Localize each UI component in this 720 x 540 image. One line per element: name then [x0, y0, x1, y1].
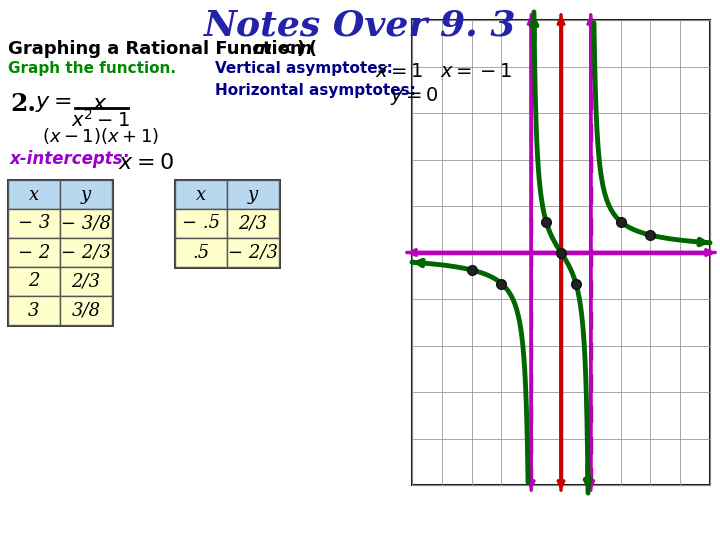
- Text: x: x: [29, 186, 39, 204]
- Text: − .5: − .5: [182, 214, 220, 233]
- Text: 2: 2: [28, 273, 40, 291]
- Text: 2/3: 2/3: [71, 273, 101, 291]
- Text: x: x: [196, 186, 206, 204]
- Text: .5: .5: [192, 244, 210, 261]
- Text: $y = 0$: $y = 0$: [390, 85, 439, 107]
- Text: $x^2-1$: $x^2-1$: [71, 109, 130, 131]
- Bar: [227, 180, 279, 209]
- Text: ): ): [296, 40, 305, 58]
- Text: $x = 0$: $x = 0$: [118, 152, 174, 174]
- Bar: [8, 180, 60, 209]
- Text: 2.: 2.: [10, 92, 36, 116]
- Bar: [60, 180, 112, 209]
- Text: Vertical asymptotes:: Vertical asymptotes:: [215, 61, 393, 76]
- Bar: [175, 180, 227, 209]
- Text: − 2/3: − 2/3: [61, 244, 111, 261]
- Text: 2/3: 2/3: [238, 214, 268, 233]
- Text: y: y: [248, 186, 258, 204]
- Text: − 2/3: − 2/3: [228, 244, 278, 261]
- Text: 3/8: 3/8: [71, 301, 101, 320]
- Bar: [175, 180, 279, 267]
- Bar: [412, 20, 710, 485]
- Bar: [8, 209, 60, 238]
- Text: − 3/8: − 3/8: [61, 214, 111, 233]
- Bar: [60, 267, 112, 296]
- Text: Horizontal asymptotes:: Horizontal asymptotes:: [215, 83, 416, 98]
- Bar: [60, 209, 112, 238]
- Bar: [175, 238, 227, 267]
- Bar: [8, 267, 60, 296]
- Text: x-intercepts:: x-intercepts:: [10, 150, 130, 168]
- Bar: [175, 209, 227, 238]
- Text: m < n: m < n: [253, 40, 312, 58]
- Text: $y =$: $y =$: [35, 92, 71, 114]
- Bar: [60, 296, 112, 325]
- Text: Graph the function.: Graph the function.: [8, 61, 176, 76]
- Bar: [8, 238, 60, 267]
- Bar: [227, 209, 279, 238]
- Text: Graphing a Rational Function (: Graphing a Rational Function (: [8, 40, 317, 58]
- Text: $(x-1)(x+1)$: $(x-1)(x+1)$: [42, 126, 158, 146]
- Bar: [227, 238, 279, 267]
- Bar: [60, 238, 112, 267]
- Text: $x = -1$: $x = -1$: [440, 63, 513, 81]
- Text: y: y: [81, 186, 91, 204]
- Text: $x$: $x$: [92, 93, 108, 115]
- Text: − 3: − 3: [18, 214, 50, 233]
- Text: − 2: − 2: [18, 244, 50, 261]
- Text: Notes Over 9. 3: Notes Over 9. 3: [204, 8, 516, 42]
- Text: $x = 1$: $x = 1$: [375, 63, 423, 81]
- Text: 3: 3: [28, 301, 40, 320]
- Bar: [8, 296, 60, 325]
- Bar: [8, 180, 112, 325]
